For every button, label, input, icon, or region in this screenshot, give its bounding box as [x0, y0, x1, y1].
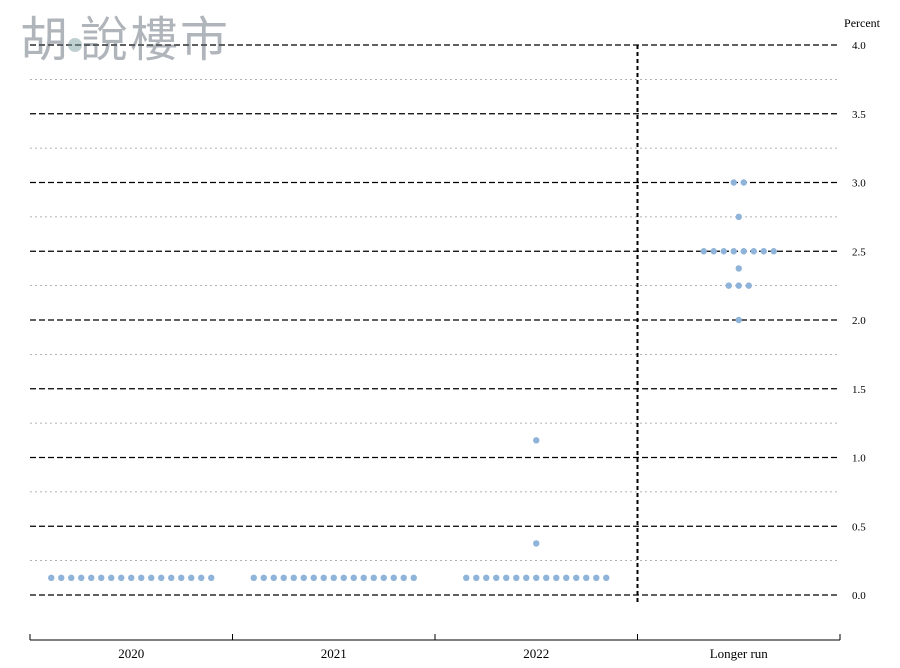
y-tick-label: 4.0	[852, 40, 866, 52]
dot	[301, 575, 307, 581]
y-tick-label: 3.5	[852, 109, 866, 121]
dot	[533, 575, 539, 581]
dot	[483, 575, 489, 581]
dot	[761, 248, 767, 254]
dot	[321, 575, 327, 581]
dot	[148, 575, 154, 581]
dot	[58, 575, 64, 581]
dot	[503, 575, 509, 581]
dot	[168, 575, 174, 581]
dot	[188, 575, 194, 581]
x-tick-label: 2021	[321, 646, 347, 661]
dot	[736, 282, 742, 288]
y-tick-label: 2.5	[852, 246, 866, 258]
dot	[158, 575, 164, 581]
dot	[251, 575, 257, 581]
dot	[78, 575, 84, 581]
dot	[291, 575, 297, 581]
dot	[533, 437, 539, 443]
dot	[533, 540, 539, 546]
dot	[523, 575, 529, 581]
dot	[271, 575, 277, 581]
dot	[178, 575, 184, 581]
dot	[351, 575, 357, 581]
dot	[711, 248, 717, 254]
dot	[746, 282, 752, 288]
dot	[513, 575, 519, 581]
dot	[736, 214, 742, 220]
dot	[736, 317, 742, 323]
y-tick-label: 0.5	[852, 521, 866, 533]
dot	[593, 575, 599, 581]
dot	[463, 575, 469, 581]
dot	[371, 575, 377, 581]
dot	[731, 248, 737, 254]
dot	[48, 575, 54, 581]
x-tick-label: 2022	[523, 646, 549, 661]
dot	[751, 248, 757, 254]
dot	[391, 575, 397, 581]
dot	[68, 575, 74, 581]
dot	[741, 179, 747, 185]
dot	[411, 575, 417, 581]
dot	[88, 575, 94, 581]
dot	[198, 575, 204, 581]
dot	[493, 575, 499, 581]
y-tick-label: 3.0	[852, 178, 866, 190]
dot	[381, 575, 387, 581]
y-tick-label: 1.5	[852, 384, 866, 396]
dot	[771, 248, 777, 254]
dot	[401, 575, 407, 581]
dot	[261, 575, 267, 581]
x-tick-label: 2020	[118, 646, 144, 661]
dot	[281, 575, 287, 581]
dot	[603, 575, 609, 581]
x-tick-label: Longer run	[710, 646, 769, 661]
dot	[543, 575, 549, 581]
y-tick-label: 1.0	[852, 453, 866, 465]
dot	[721, 248, 727, 254]
dot	[128, 575, 134, 581]
dot	[118, 575, 124, 581]
dot	[341, 575, 347, 581]
dot	[138, 575, 144, 581]
dot	[361, 575, 367, 581]
dotplot-chart: Percent 0.0 0.5 1.0 1.5 2.0 2.5 3.0 3.5 4.0 2020 20…	[0, 0, 900, 668]
dot	[563, 575, 569, 581]
dot	[731, 179, 737, 185]
dot	[208, 575, 214, 581]
dot	[331, 575, 337, 581]
dot	[726, 282, 732, 288]
dot	[573, 575, 579, 581]
dot	[741, 248, 747, 254]
dot	[583, 575, 589, 581]
y-tick-label: 0.0	[852, 590, 866, 602]
dot	[98, 575, 104, 581]
dot	[108, 575, 114, 581]
dot	[473, 575, 479, 581]
dot	[701, 248, 707, 254]
dot	[736, 265, 742, 271]
dot	[553, 575, 559, 581]
y-tick-label: 2.0	[852, 315, 866, 327]
dot	[311, 575, 317, 581]
y-axis-label: Percent	[844, 16, 881, 30]
